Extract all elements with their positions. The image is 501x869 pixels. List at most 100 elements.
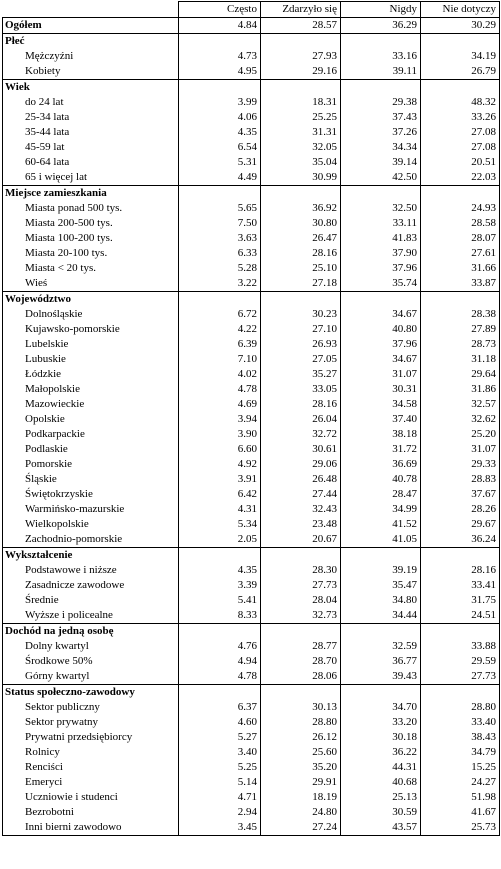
cell-value: 26.79 xyxy=(420,64,500,80)
row-label: Zachodnio-pomorskie xyxy=(2,532,179,548)
cell-value: 37.40 xyxy=(340,412,421,427)
cell-value: 48.32 xyxy=(420,95,500,110)
table-row: Sektor prywatny 4.60 28.80 33.20 33.40 xyxy=(2,715,500,730)
row-label: Środkowe 50% xyxy=(2,654,179,669)
cell-value: 34.79 xyxy=(420,745,500,760)
cell-value: 25.20 xyxy=(420,427,500,442)
table-row: Inni bierni zawodowo 3.45 27.24 43.57 25.73 xyxy=(2,820,500,836)
empty-cell xyxy=(420,623,500,639)
row-label: do 24 lat xyxy=(2,95,179,110)
row-label: 65 i więcej lat xyxy=(2,170,179,186)
row-label: Pomorskie xyxy=(2,457,179,472)
section-title: Status społeczno-zawodowy xyxy=(2,684,179,700)
cell-value: 5.14 xyxy=(178,775,261,790)
table-row: Miasta ponad 500 tys. 5.65 36.92 32.50 24.93 xyxy=(2,201,500,216)
section-title: Wiek xyxy=(2,79,179,95)
cell-value: 3.63 xyxy=(178,231,261,246)
cell-value: 6.42 xyxy=(178,487,261,502)
row-label: Wieś xyxy=(2,276,179,292)
row-label: Dolny kwartyl xyxy=(2,639,179,654)
table-row: Mężczyźni 4.73 27.93 33.16 34.19 xyxy=(2,49,500,64)
cell-value: 34.19 xyxy=(420,49,500,64)
cell-value: 34.67 xyxy=(340,352,421,367)
table-row: Środkowe 50% 4.94 28.70 36.77 29.59 xyxy=(2,654,500,669)
table-row: Dolny kwartyl 4.76 28.77 32.59 33.88 xyxy=(2,639,500,654)
cell-value: 33.05 xyxy=(260,382,341,397)
table-row: Podlaskie 6.60 30.61 31.72 31.07 xyxy=(2,442,500,457)
cell-value: 40.80 xyxy=(340,322,421,337)
empty-cell xyxy=(420,79,500,95)
cell-value: 29.91 xyxy=(260,775,341,790)
cell-value: 35.47 xyxy=(340,578,421,593)
cell-value: 33.16 xyxy=(340,49,421,64)
cell-value: 41.05 xyxy=(340,532,421,548)
section-title: Dochód na jedną osobę xyxy=(2,623,179,639)
table-row: Prywatni przedsiębiorcy 5.27 26.12 30.18 38.… xyxy=(2,730,500,745)
table-row: 60-64 lata 5.31 35.04 39.14 20.51 xyxy=(2,155,500,170)
row-label: Śląskie xyxy=(2,472,179,487)
row-label: Małopolskie xyxy=(2,382,179,397)
cell-value: 30.31 xyxy=(340,382,421,397)
empty-cell xyxy=(420,185,500,201)
cell-value: 6.60 xyxy=(178,442,261,457)
empty-cell xyxy=(178,547,261,563)
cell-value: 30.18 xyxy=(340,730,421,745)
row-label: Warmińsko-mazurskie xyxy=(2,502,179,517)
empty-cell xyxy=(260,623,341,639)
cell-value: 31.18 xyxy=(420,352,500,367)
cell-value: 28.04 xyxy=(260,593,341,608)
survey-table: Często Zdarzyło się Nigdy Nie dotyczy Og… xyxy=(2,1,500,836)
empty-cell xyxy=(340,547,421,563)
cell-value: 3.94 xyxy=(178,412,261,427)
table-row: 35-44 lata 4.35 31.31 37.26 27.08 xyxy=(2,125,500,140)
cell-value: 4.95 xyxy=(178,64,261,80)
table-row: 45-59 lat 6.54 32.05 34.34 27.08 xyxy=(2,140,500,155)
cell-value: 31.31 xyxy=(260,125,341,140)
cell-value: 4.69 xyxy=(178,397,261,412)
table-row: Małopolskie 4.78 33.05 30.31 31.86 xyxy=(2,382,500,397)
cell-value: 33.20 xyxy=(340,715,421,730)
cell-value: 32.62 xyxy=(420,412,500,427)
cell-value: 4.31 xyxy=(178,502,261,517)
row-label: Wyższe i policealne xyxy=(2,608,179,624)
cell-value: 3.39 xyxy=(178,578,261,593)
cell-value: 24.93 xyxy=(420,201,500,216)
row-label: 35-44 lata xyxy=(2,125,179,140)
row-label: Miasta ponad 500 tys. xyxy=(2,201,179,216)
row-label: Rolnicy xyxy=(2,745,179,760)
cell-value: 4.73 xyxy=(178,49,261,64)
empty-cell xyxy=(420,291,500,307)
cell-value: 25.13 xyxy=(340,790,421,805)
cell-value: 30.99 xyxy=(260,170,341,186)
cell-value: 32.72 xyxy=(260,427,341,442)
cell-value: 24.51 xyxy=(420,608,500,624)
table-row: Kobiety 4.95 29.16 39.11 26.79 xyxy=(2,64,500,80)
cell-value: 32.57 xyxy=(420,397,500,412)
section-header-row: Województwo xyxy=(2,291,500,307)
cell-value: 34.34 xyxy=(340,140,421,155)
table-row: Rolnicy 3.40 25.60 36.22 34.79 xyxy=(2,745,500,760)
section-header-row: Wiek xyxy=(2,79,500,95)
column-header: Zdarzyło się xyxy=(260,1,341,18)
cell-value: 33.88 xyxy=(420,639,500,654)
cell-value: 28.73 xyxy=(420,337,500,352)
cell-value: 35.20 xyxy=(260,760,341,775)
cell-value: 28.70 xyxy=(260,654,341,669)
empty-cell xyxy=(260,684,341,700)
table-row: do 24 lat 3.99 18.31 29.38 48.32 xyxy=(2,95,500,110)
cell-value: 5.28 xyxy=(178,261,261,276)
row-label: Sektor prywatny xyxy=(2,715,179,730)
cell-value: 28.16 xyxy=(260,397,341,412)
table-row: Lubuskie 7.10 27.05 34.67 31.18 xyxy=(2,352,500,367)
cell-value: 29.33 xyxy=(420,457,500,472)
row-label: Sektor publiczny xyxy=(2,700,179,715)
cell-value: 27.73 xyxy=(420,669,500,685)
cell-value: 5.25 xyxy=(178,760,261,775)
cell-value: 36.29 xyxy=(340,17,421,34)
row-label: Inni bierni zawodowo xyxy=(2,820,179,836)
row-label: Mazowieckie xyxy=(2,397,179,412)
row-label: Kujawsko-pomorskie xyxy=(2,322,179,337)
cell-value: 4.76 xyxy=(178,639,261,654)
section-header-row: Wykształcenie xyxy=(2,547,500,563)
cell-value: 40.78 xyxy=(340,472,421,487)
